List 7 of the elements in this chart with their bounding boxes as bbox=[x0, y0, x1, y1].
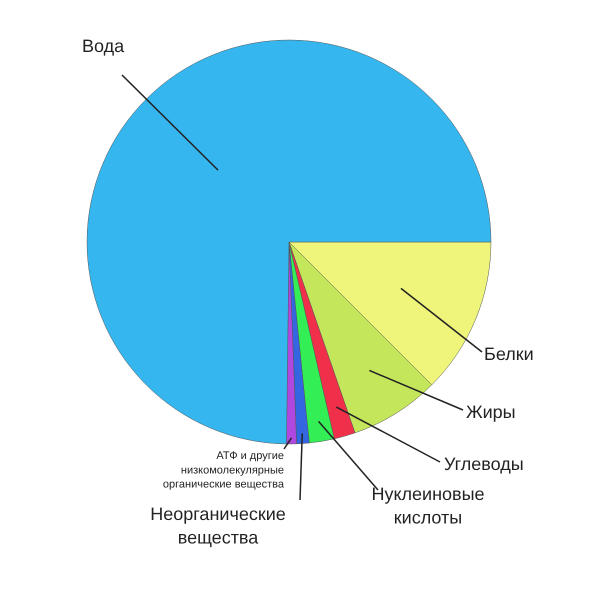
slice-label: Жиры bbox=[466, 402, 516, 422]
slice-label: Белки bbox=[484, 344, 534, 364]
slice-label: Нуклеиновые кислоты bbox=[371, 484, 485, 528]
slice-label: Углеводы bbox=[444, 454, 524, 474]
slice-label: Вода bbox=[82, 36, 126, 56]
slice-label: Неорганические вещества bbox=[150, 504, 286, 548]
slice-label: АТФ и другие низкомолекулярные органические вещества bbox=[162, 450, 285, 491]
